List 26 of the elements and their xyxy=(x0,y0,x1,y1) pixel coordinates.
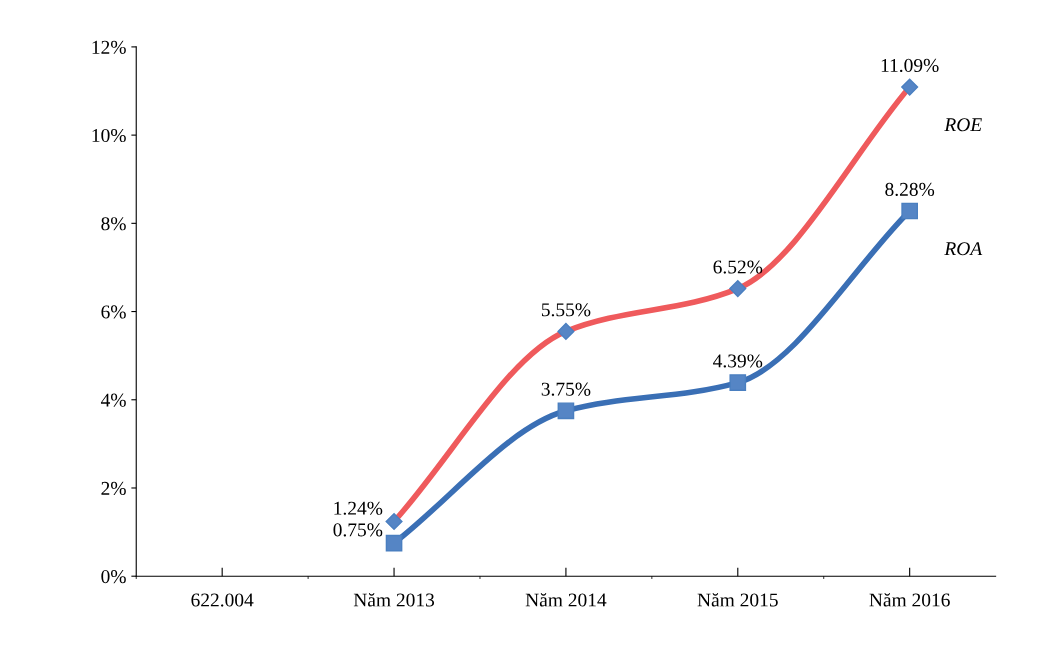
series-label: ROA xyxy=(944,242,983,256)
data-label: 8.28% xyxy=(885,182,935,197)
x-tick-label: 622.004 xyxy=(191,593,254,607)
point xyxy=(729,374,747,391)
data-label: 4.39% xyxy=(713,354,763,368)
point xyxy=(385,534,403,552)
x-tick-label: Năm 2014 xyxy=(525,593,607,607)
data-label: 6.52% xyxy=(713,260,763,274)
y-tick-label: 8% xyxy=(101,217,126,231)
y-tick-label: 0% xyxy=(101,570,126,584)
data-label: 1.24% xyxy=(334,501,383,515)
y-tick-label: 2% xyxy=(101,481,126,495)
data-label: 5.55% xyxy=(541,303,591,317)
x-tick-label: Năm 2016 xyxy=(869,593,950,607)
y-tick-label: 4% xyxy=(100,393,126,407)
text: ROE xyxy=(944,118,982,132)
x-tick-label: Năm 2015 xyxy=(697,593,778,607)
y-tick-label: 10% xyxy=(92,128,126,143)
x-tick-label: Năm 2013 xyxy=(353,593,435,607)
point xyxy=(557,402,575,420)
point xyxy=(901,202,918,220)
data-label: 0.75% xyxy=(333,523,383,537)
data-label: 3.75% xyxy=(541,382,591,396)
y-tick-label: 12% xyxy=(92,40,126,54)
y-tick-label: 6% xyxy=(101,305,126,319)
data-label: 11.09% xyxy=(881,58,939,73)
